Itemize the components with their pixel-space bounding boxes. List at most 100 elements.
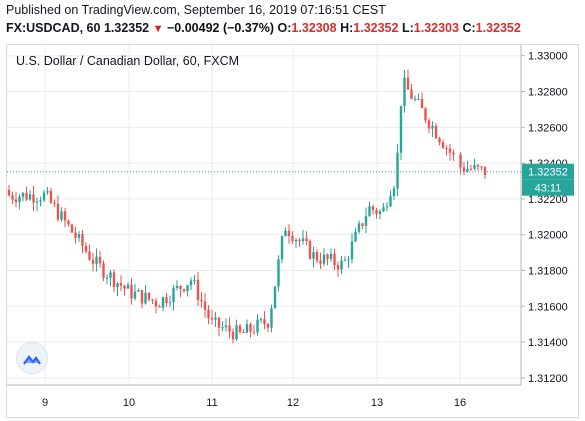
- candle-body: [193, 279, 196, 281]
- candle-body: [417, 98, 420, 100]
- candle-body: [46, 190, 49, 193]
- candle-body: [39, 200, 42, 202]
- candle-body: [116, 283, 119, 288]
- candle-body: [382, 207, 385, 212]
- candle-body: [231, 331, 235, 340]
- candle-body: [294, 239, 298, 242]
- candle-body: [126, 284, 130, 289]
- high-value: 1.32352: [353, 21, 399, 35]
- candle-body: [84, 245, 88, 252]
- candle-body: [102, 263, 105, 278]
- y-tick-label: 1.31400: [528, 337, 568, 349]
- candle-body: [270, 308, 273, 328]
- candle-body: [452, 152, 455, 155]
- candle-body: [147, 292, 151, 300]
- x-tick-label: 10: [123, 397, 135, 409]
- candle-body: [63, 211, 67, 221]
- x-tick-label: 9: [42, 397, 48, 409]
- high-label: H:: [340, 21, 354, 35]
- candle-body: [81, 233, 84, 246]
- candle-body: [459, 154, 462, 168]
- candle-body: [399, 105, 403, 153]
- candle-body: [186, 285, 189, 292]
- close-label: C:: [462, 21, 476, 35]
- candle-body: [11, 195, 14, 200]
- candle-body: [462, 167, 466, 172]
- symbol-label: FX:USDCAD, 60: [6, 21, 101, 35]
- x-tick-label: 13: [371, 397, 383, 409]
- x-tick-label: 11: [206, 397, 217, 409]
- candle-body: [347, 259, 350, 261]
- candle-body: [130, 284, 133, 299]
- candle-body: [165, 297, 168, 304]
- candle-body: [252, 331, 256, 333]
- candle-body: [326, 254, 329, 259]
- candle-body: [256, 319, 259, 333]
- candle-body: [98, 256, 102, 264]
- candle-body: [158, 306, 161, 308]
- candle-body: [67, 220, 70, 225]
- candle-body: [420, 98, 424, 109]
- candle-body: [14, 199, 18, 203]
- candle-body: [133, 291, 137, 299]
- candle-body: [305, 238, 308, 242]
- candle-body: [228, 325, 231, 332]
- candle-body: [175, 285, 179, 289]
- candle-body: [224, 325, 228, 328]
- candle-body: [154, 300, 158, 307]
- candle-body: [238, 325, 242, 332]
- candle-body: [431, 125, 434, 129]
- candle-body: [245, 324, 249, 333]
- candle-body: [406, 77, 410, 90]
- candle-body: [287, 230, 291, 237]
- countdown-badge-text: 43:11: [535, 183, 562, 195]
- candle-body: [357, 223, 361, 232]
- candle-body: [221, 327, 224, 329]
- tradingview-logo-icon: [16, 342, 48, 374]
- candle-body: [74, 232, 77, 238]
- candle-body: [119, 283, 123, 286]
- candle-body: [151, 299, 154, 301]
- candle-body: [319, 260, 322, 264]
- candle-body: [123, 285, 126, 289]
- candle-body: [196, 279, 200, 301]
- candle-body: [298, 239, 301, 242]
- candle-body: [466, 168, 469, 172]
- candle-body: [200, 300, 203, 302]
- candle-body: [343, 259, 347, 261]
- candle-body: [469, 168, 473, 170]
- candle-body: [322, 254, 326, 264]
- published-caption: Published on TradingView.com, September …: [6, 3, 386, 17]
- candle-body: [172, 288, 175, 303]
- candle-body: [333, 253, 336, 266]
- candle-body: [410, 89, 413, 99]
- candle-body: [441, 142, 445, 149]
- candle-body: [242, 331, 245, 333]
- candle-body: [179, 285, 182, 290]
- candle-body: [112, 272, 116, 288]
- candle-body: [308, 241, 312, 259]
- candle-body: [42, 192, 46, 201]
- candle-body: [210, 317, 214, 320]
- candle-body: [214, 317, 217, 320]
- candle-body: [217, 317, 221, 328]
- candle-body: [235, 325, 238, 340]
- candle-body: [291, 236, 294, 242]
- candle-body: [392, 188, 396, 197]
- candle-body: [445, 148, 448, 150]
- candle-body: [340, 260, 343, 270]
- candle-body: [413, 98, 417, 100]
- candle-body: [168, 302, 172, 304]
- candle-body: [277, 259, 280, 287]
- candle-body: [364, 216, 368, 226]
- candle-body: [203, 301, 207, 310]
- candle-body: [483, 166, 487, 175]
- open-value: 1.32308: [291, 21, 337, 35]
- candle-body: [28, 194, 32, 200]
- y-tick-label: 1.31200: [528, 373, 568, 385]
- candle-body: [385, 206, 389, 208]
- price-change: −0.00492 (−0.37%): [167, 21, 275, 35]
- candle-body: [424, 108, 427, 121]
- candle-body: [438, 138, 441, 143]
